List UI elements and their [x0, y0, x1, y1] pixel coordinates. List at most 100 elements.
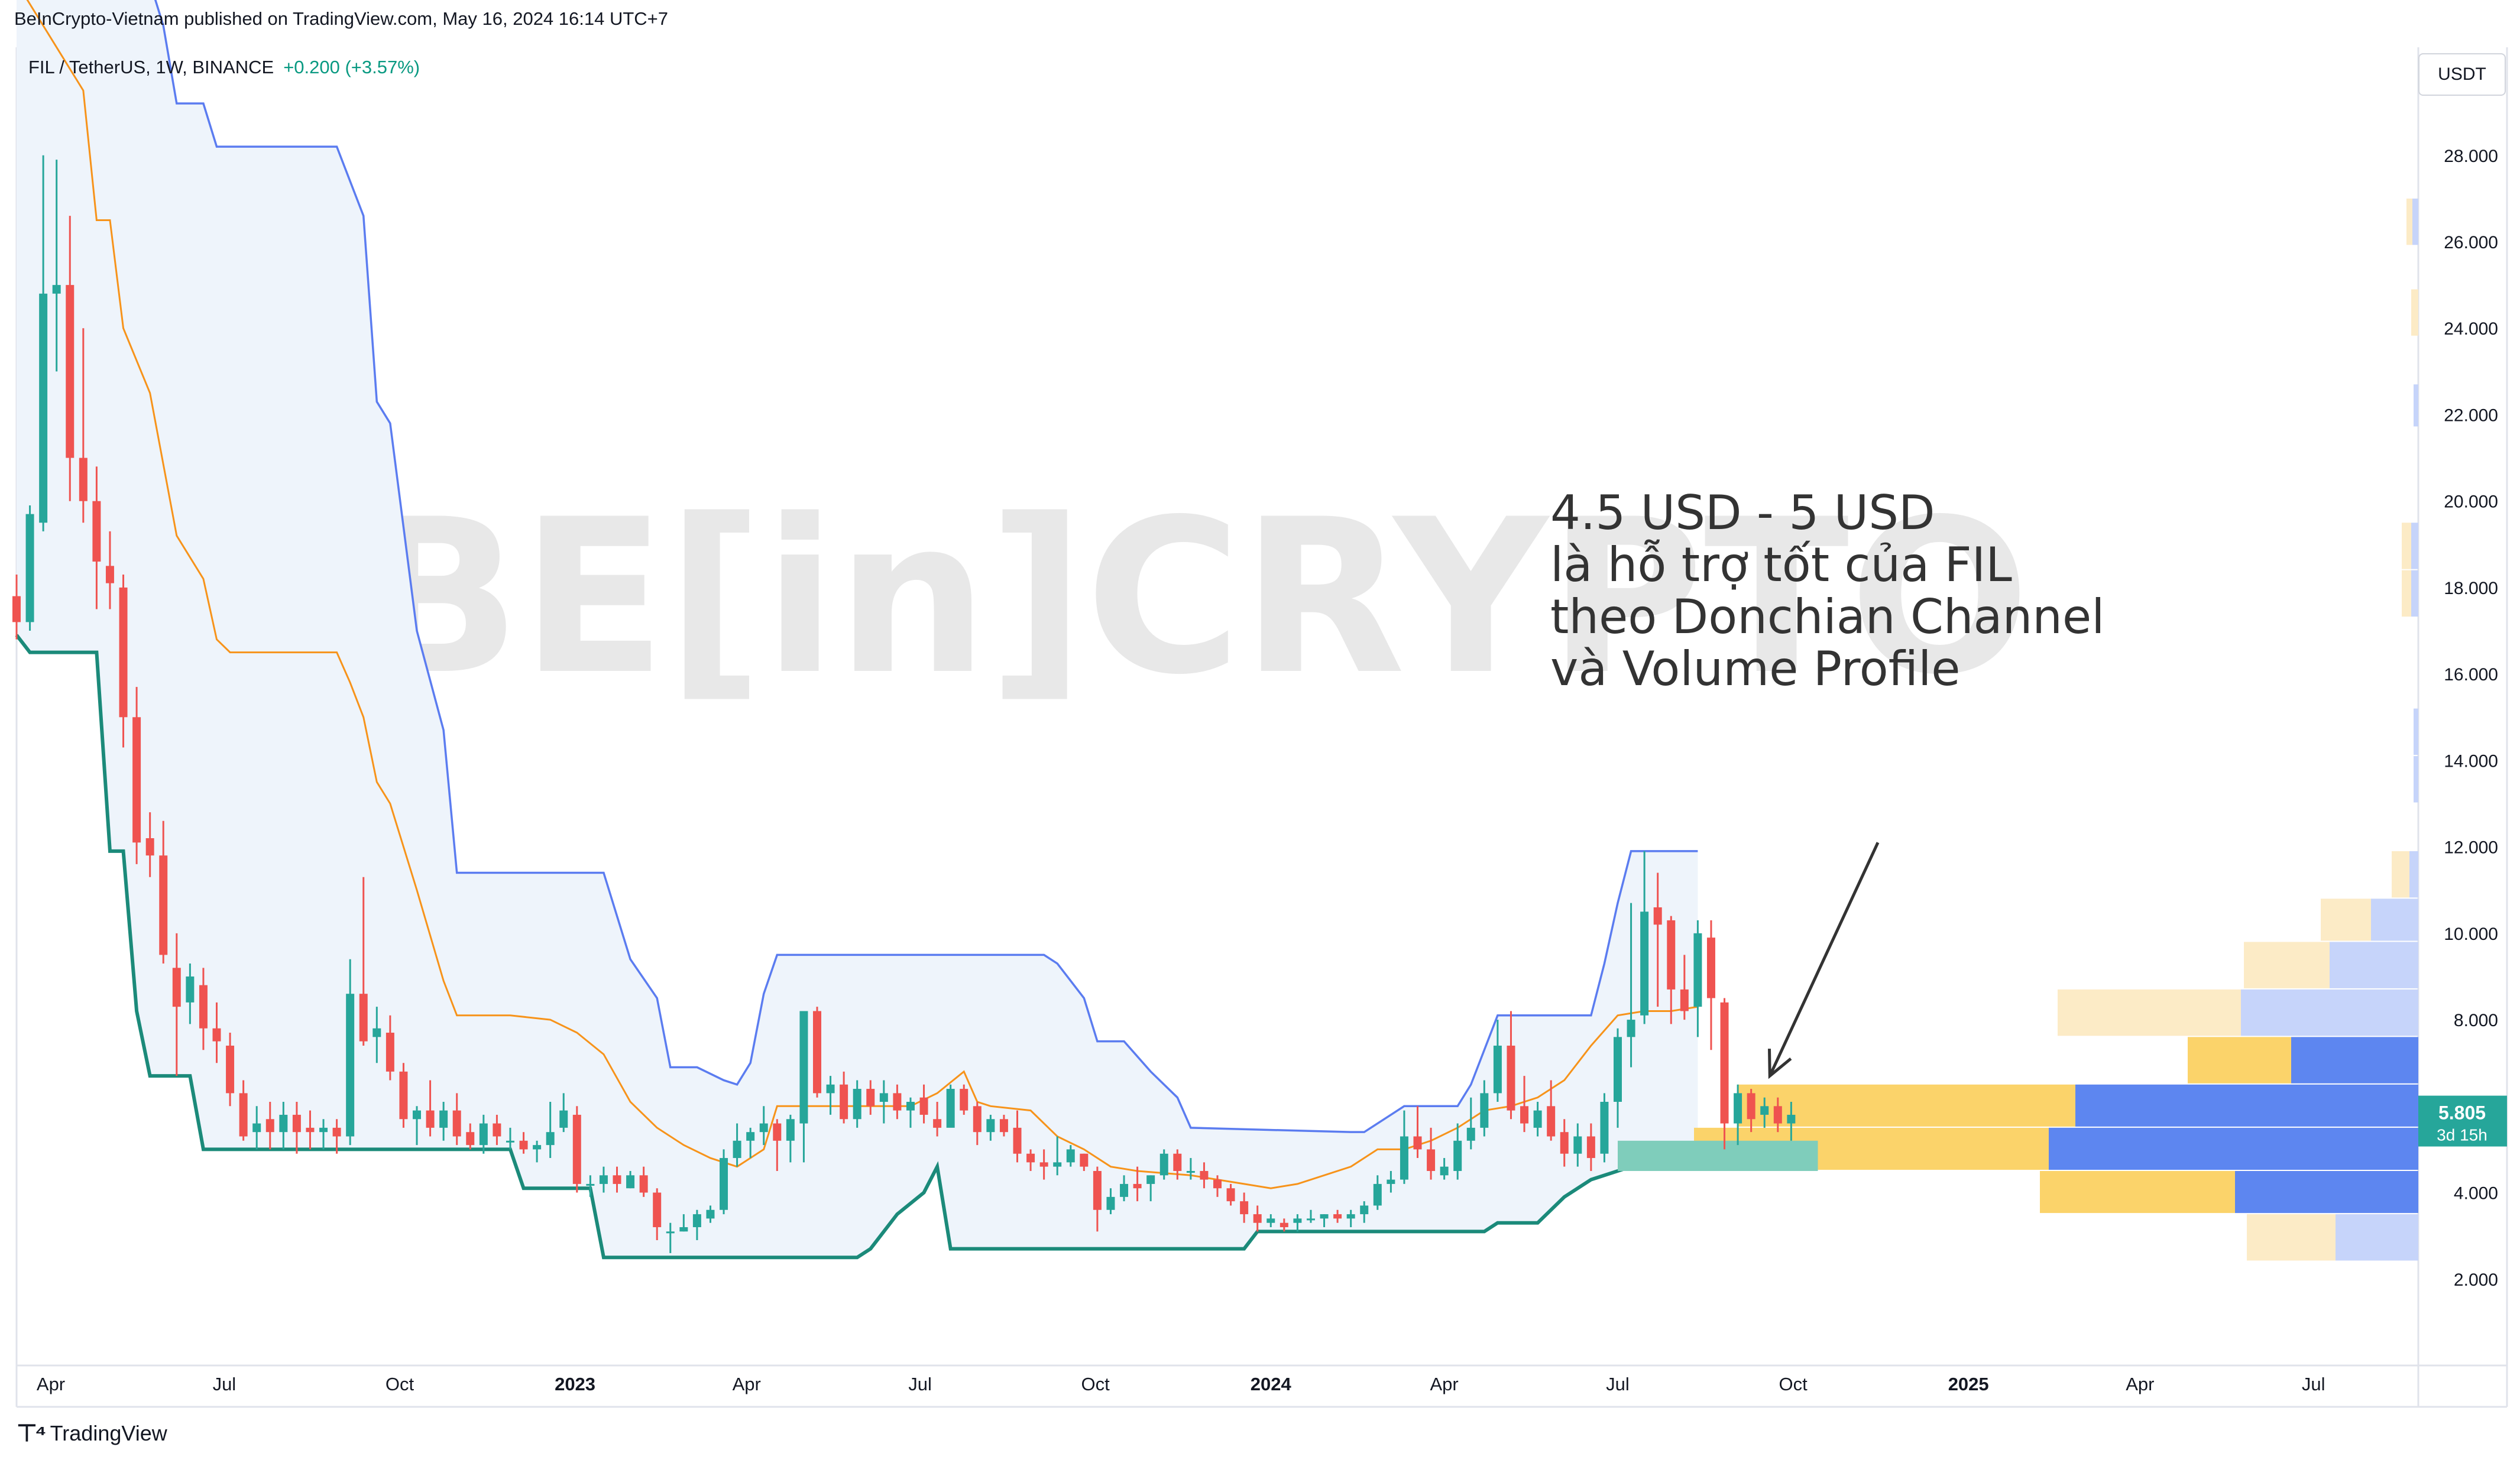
- candle: [1773, 1097, 1782, 1133]
- candle: [1480, 1080, 1489, 1137]
- candle: [733, 1123, 741, 1167]
- candle-body: [1387, 1179, 1395, 1184]
- candle-body: [1133, 1183, 1142, 1189]
- candle: [1039, 1149, 1048, 1180]
- candle: [973, 1102, 982, 1146]
- candle: [786, 1114, 795, 1163]
- candle-body: [1466, 1127, 1475, 1141]
- volume-profile-bar: [2241, 989, 2418, 1036]
- candle-body: [186, 976, 195, 1003]
- candle: [813, 1007, 821, 1098]
- candle: [840, 1071, 848, 1124]
- candle-body: [1039, 1162, 1048, 1167]
- candle: [1267, 1214, 1275, 1228]
- candle-body: [386, 1033, 394, 1072]
- candle-body: [653, 1192, 662, 1228]
- candle: [186, 964, 195, 1024]
- candle-body: [1267, 1218, 1275, 1223]
- candle-body: [572, 1114, 581, 1184]
- symbol-header: FIL / TetherUS, 1W, BINANCE +0.200 (+3.57…: [28, 57, 420, 78]
- time-tick: Oct: [386, 1374, 414, 1394]
- candle: [79, 328, 88, 523]
- candle: [1293, 1214, 1302, 1232]
- candle-body: [1573, 1136, 1582, 1154]
- candle: [1173, 1149, 1182, 1180]
- candle: [1240, 1192, 1249, 1223]
- candle-body: [1080, 1153, 1089, 1167]
- candle: [1560, 1119, 1569, 1167]
- candle: [666, 1222, 675, 1253]
- candle-body: [786, 1119, 795, 1141]
- volume-profile-bar: [2411, 570, 2418, 617]
- candle-body: [319, 1127, 328, 1133]
- candle-body: [1240, 1201, 1249, 1215]
- candle-body: [546, 1132, 555, 1146]
- candle-body: [439, 1110, 448, 1128]
- candle-body: [1493, 1045, 1502, 1094]
- candle-body: [599, 1175, 608, 1184]
- candle-body: [613, 1175, 621, 1184]
- candle: [466, 1123, 475, 1150]
- candle: [1346, 1209, 1355, 1228]
- candle-body: [1653, 907, 1662, 925]
- candle-body: [479, 1123, 488, 1146]
- donchian-upper-band: [154, 0, 1698, 1133]
- candle-body: [426, 1110, 435, 1128]
- time-tick: Jul: [2302, 1374, 2325, 1394]
- candle-body: [1159, 1153, 1168, 1176]
- candle: [12, 575, 21, 640]
- tradingview-logo-icon: ⊤⁴: [17, 1420, 47, 1446]
- candle-body: [1427, 1149, 1436, 1171]
- candle: [145, 812, 154, 877]
- annotation-line: theo Donchian Channel: [1550, 589, 2104, 644]
- candle: [866, 1080, 875, 1115]
- candle-body: [1667, 920, 1676, 990]
- price-tick: 18.000: [2444, 579, 2498, 598]
- candle: [1640, 851, 1649, 1024]
- candle: [252, 1106, 261, 1150]
- candle: [893, 1084, 902, 1120]
- price-tick: 20.000: [2444, 492, 2498, 512]
- candle: [613, 1166, 621, 1193]
- price-tick: 4.000: [2454, 1184, 2498, 1204]
- candle-body: [1213, 1179, 1222, 1189]
- candle: [1026, 1149, 1035, 1171]
- candle-body: [626, 1175, 635, 1189]
- candle-body: [359, 994, 368, 1042]
- candle: [1507, 1011, 1515, 1120]
- candle: [199, 968, 208, 1050]
- time-tick: 2025: [1948, 1374, 1989, 1394]
- candle: [946, 1084, 955, 1128]
- candle-body: [92, 501, 101, 562]
- support-zone: [1618, 1140, 1818, 1171]
- candle-body: [1706, 938, 1715, 998]
- candle: [1680, 955, 1689, 1020]
- candle-body: [1293, 1218, 1302, 1223]
- price-tick: 12.000: [2444, 838, 2498, 858]
- candle-body: [1120, 1183, 1129, 1197]
- volume-profile-bar: [2411, 523, 2418, 569]
- time-tick: Jul: [213, 1374, 237, 1394]
- candle: [359, 877, 368, 1046]
- candle-body: [66, 285, 75, 458]
- candle: [452, 1093, 461, 1146]
- volume-profile-bar: [2075, 1084, 2418, 1127]
- tradingview-brand[interactable]: ⊤⁴ TradingView: [17, 1420, 167, 1447]
- candle-body: [1680, 989, 1689, 1011]
- candle-body: [1373, 1183, 1382, 1206]
- candle: [172, 933, 181, 1076]
- candle-body: [1320, 1214, 1329, 1219]
- candle-body: [773, 1123, 782, 1141]
- candle-body: [466, 1132, 475, 1146]
- currency-button[interactable]: USDT: [2418, 53, 2506, 96]
- volume-profile: [1694, 198, 2418, 1261]
- volume-profile-bar: [2336, 1214, 2418, 1261]
- candle: [1306, 1209, 1315, 1223]
- candle-body: [853, 1089, 861, 1120]
- candle: [559, 1093, 568, 1133]
- candle-body: [1280, 1222, 1288, 1228]
- candle: [1760, 1097, 1769, 1128]
- candles: [12, 155, 1796, 1253]
- candle-body: [1734, 1093, 1742, 1124]
